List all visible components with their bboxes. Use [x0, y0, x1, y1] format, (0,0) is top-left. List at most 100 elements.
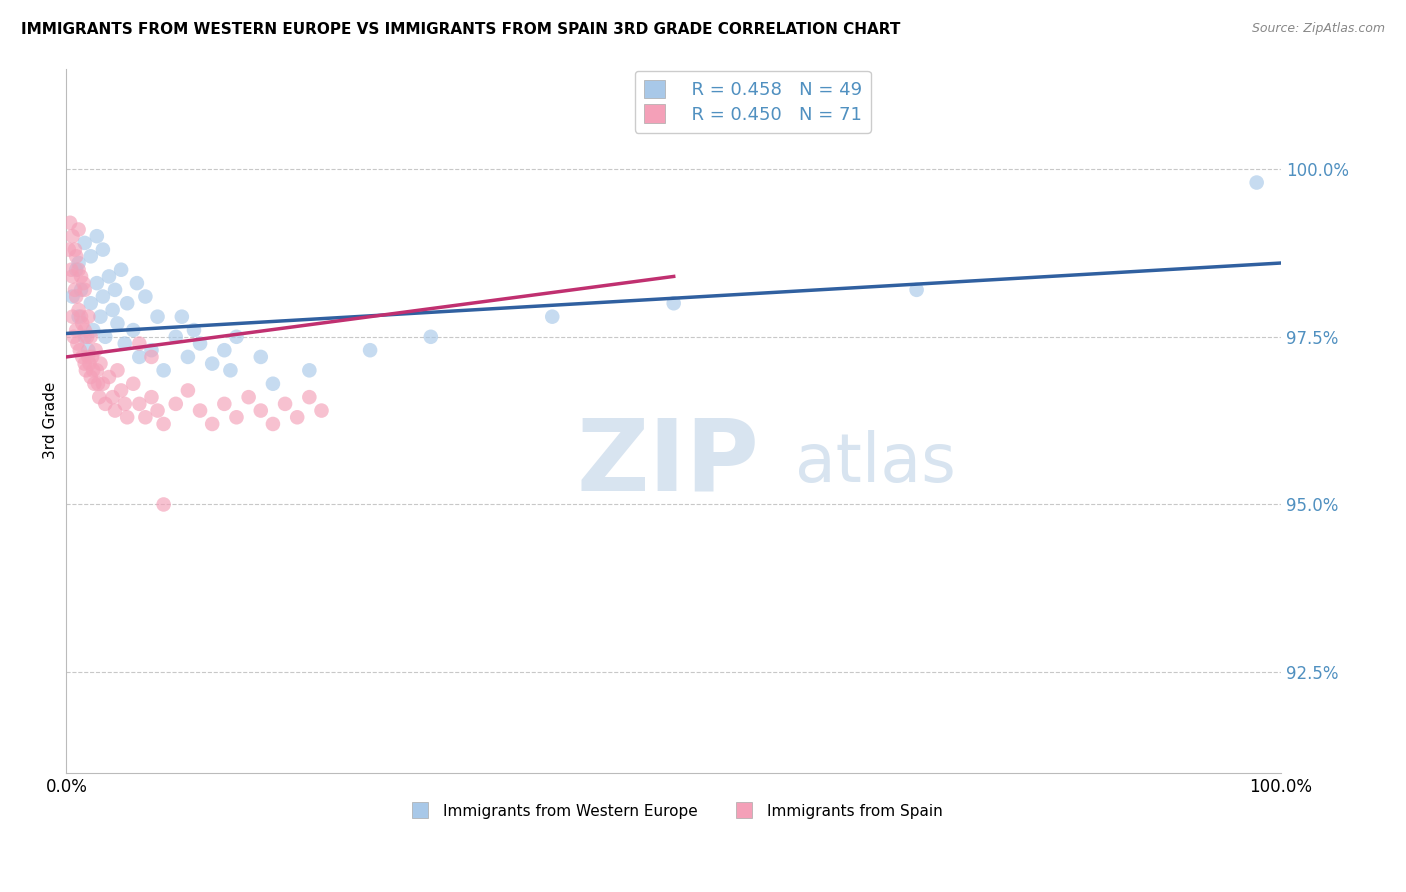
Point — [249, 403, 271, 417]
Point — [69, 343, 91, 358]
Point — [86, 363, 108, 377]
Point — [201, 357, 224, 371]
Point — [298, 390, 321, 404]
Point — [110, 262, 132, 277]
Point — [89, 357, 111, 371]
Point — [80, 296, 103, 310]
Point — [62, 229, 84, 244]
Point — [91, 376, 114, 391]
Point — [73, 235, 96, 250]
Point — [76, 330, 98, 344]
Point — [134, 289, 156, 303]
Point — [67, 262, 90, 277]
Point — [87, 376, 110, 391]
Point — [72, 276, 94, 290]
Point — [94, 330, 117, 344]
Point — [183, 323, 205, 337]
Point — [101, 390, 124, 404]
Text: ZIP: ZIP — [576, 415, 759, 511]
Point — [359, 343, 381, 358]
Point — [73, 330, 96, 344]
Point — [165, 330, 187, 344]
Point — [177, 384, 200, 398]
Point — [152, 417, 174, 431]
Point — [83, 376, 105, 391]
Point — [188, 403, 211, 417]
Point — [122, 376, 145, 391]
Point — [311, 403, 333, 417]
Point — [419, 330, 441, 344]
Point — [89, 310, 111, 324]
Point — [146, 403, 169, 417]
Point — [62, 310, 84, 324]
Point — [82, 323, 104, 337]
Point — [225, 410, 247, 425]
Point — [70, 269, 93, 284]
Point — [146, 310, 169, 324]
Point — [177, 350, 200, 364]
Point — [63, 283, 86, 297]
Point — [65, 323, 87, 337]
Point — [141, 390, 163, 404]
Point — [67, 256, 90, 270]
Point — [1246, 176, 1268, 190]
Point — [110, 384, 132, 398]
Point — [165, 397, 187, 411]
Point — [128, 397, 150, 411]
Point — [67, 222, 90, 236]
Point — [214, 397, 236, 411]
Point — [60, 262, 83, 277]
Point — [298, 363, 321, 377]
Point — [65, 249, 87, 263]
Point — [82, 363, 104, 377]
Point — [125, 276, 148, 290]
Point — [84, 343, 107, 358]
Point — [115, 410, 138, 425]
Point — [67, 310, 90, 324]
Point — [274, 397, 297, 411]
Point — [63, 243, 86, 257]
Text: atlas: atlas — [796, 430, 956, 496]
Point — [91, 289, 114, 303]
Point — [73, 283, 96, 297]
Point — [128, 350, 150, 364]
Point — [79, 357, 101, 371]
Point — [114, 397, 136, 411]
Point — [80, 249, 103, 263]
Point — [70, 350, 93, 364]
Point — [80, 370, 103, 384]
Point — [249, 350, 271, 364]
Point — [152, 363, 174, 377]
Point — [262, 376, 284, 391]
Point — [662, 296, 685, 310]
Legend: Immigrants from Western Europe, Immigrants from Spain: Immigrants from Western Europe, Immigran… — [399, 797, 949, 825]
Point — [107, 363, 129, 377]
Point — [285, 410, 308, 425]
Point — [541, 310, 564, 324]
Point — [134, 410, 156, 425]
Point — [62, 330, 84, 344]
Point — [97, 370, 120, 384]
Point — [107, 317, 129, 331]
Point — [152, 498, 174, 512]
Point — [80, 330, 103, 344]
Point — [77, 310, 100, 324]
Point — [188, 336, 211, 351]
Y-axis label: 3rd Grade: 3rd Grade — [44, 382, 58, 459]
Point — [75, 363, 97, 377]
Point — [905, 283, 928, 297]
Point — [67, 302, 90, 317]
Point — [225, 330, 247, 344]
Point — [77, 350, 100, 364]
Point — [101, 302, 124, 317]
Point — [214, 343, 236, 358]
Point — [77, 343, 100, 358]
Point — [80, 350, 103, 364]
Point — [128, 336, 150, 351]
Point — [70, 283, 93, 297]
Point — [91, 243, 114, 257]
Point — [141, 350, 163, 364]
Point — [114, 336, 136, 351]
Point — [65, 289, 87, 303]
Point — [219, 363, 242, 377]
